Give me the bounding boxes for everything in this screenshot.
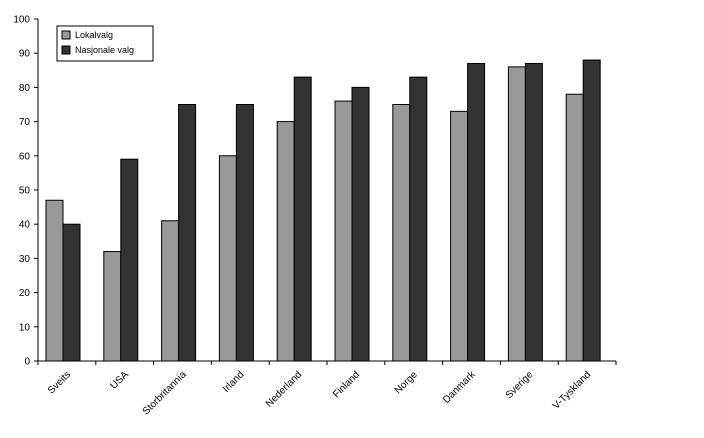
bar-lokalvalg	[392, 104, 411, 362]
bar-nasjonale-valg	[235, 104, 254, 362]
bar-nasjonale-valg	[524, 62, 543, 362]
legend: Lokalvalg Nasjonale valg	[56, 25, 154, 62]
bar-lokalvalg	[103, 251, 122, 362]
x-tick-label: Irland	[221, 369, 246, 394]
y-tick-label: 20	[19, 288, 31, 299]
bar-lokalvalg	[45, 199, 64, 362]
bar-nasjonale-valg	[582, 59, 601, 362]
bar-nasjonale-valg	[409, 76, 428, 362]
legend-swatch-lokalvalg	[61, 30, 71, 40]
y-axis: 0 10 20 30 40 50 60 70 80 90 100	[13, 15, 39, 368]
bar-lokalvalg	[565, 93, 584, 362]
legend-swatch-nasjonale-valg	[61, 45, 71, 55]
bar-nasjonale-valg	[293, 76, 312, 362]
x-tick-label: Finland	[331, 369, 362, 400]
bar-lokalvalg	[507, 66, 526, 362]
y-tick-label: 30	[19, 254, 31, 265]
legend-box	[56, 25, 154, 62]
y-tick-label: 50	[19, 186, 31, 197]
x-tick-label: V-Tyskland	[551, 369, 593, 411]
y-tick-label: 40	[19, 220, 31, 231]
y-tick-label: 60	[19, 151, 31, 162]
y-tick-label: 70	[19, 117, 31, 128]
bar-nasjonale-valg	[120, 158, 139, 362]
x-tick-label: USA	[109, 369, 132, 392]
y-tick-label: 10	[19, 322, 31, 333]
legend-label-nasjonale-valg: Nasjonale valg	[75, 45, 134, 55]
bar-lokalvalg	[161, 220, 180, 362]
bar-nasjonale-valg	[62, 223, 81, 362]
legend-label-lokalvalg: Lokalvalg	[75, 30, 113, 40]
y-tick-label: 0	[24, 357, 30, 368]
bar-nasjonale-valg	[467, 62, 486, 362]
x-tick-label: Nederland	[264, 369, 304, 409]
x-tick-label: Storbritannia	[141, 369, 189, 417]
bar-lokalvalg	[334, 100, 353, 362]
y-tick-label: 100	[13, 15, 30, 26]
bar-lokalvalg	[450, 110, 469, 362]
y-tick-label: 90	[19, 49, 31, 60]
y-tick-label: 80	[19, 83, 31, 94]
bar-nasjonale-valg	[351, 86, 370, 362]
bar-lokalvalg	[218, 155, 237, 362]
x-tick-label: Sveits	[46, 369, 73, 396]
bar-nasjonale-valg	[178, 104, 197, 362]
bar-lokalvalg	[276, 121, 295, 362]
x-axis: Sveits USA Storbritannia Irland Nederland Fin…	[37, 360, 617, 417]
x-tick-label: Norge	[393, 369, 420, 396]
x-tick-label: Sverige	[504, 369, 536, 401]
bars	[45, 59, 601, 362]
x-tick-label: Danmark	[441, 369, 478, 406]
